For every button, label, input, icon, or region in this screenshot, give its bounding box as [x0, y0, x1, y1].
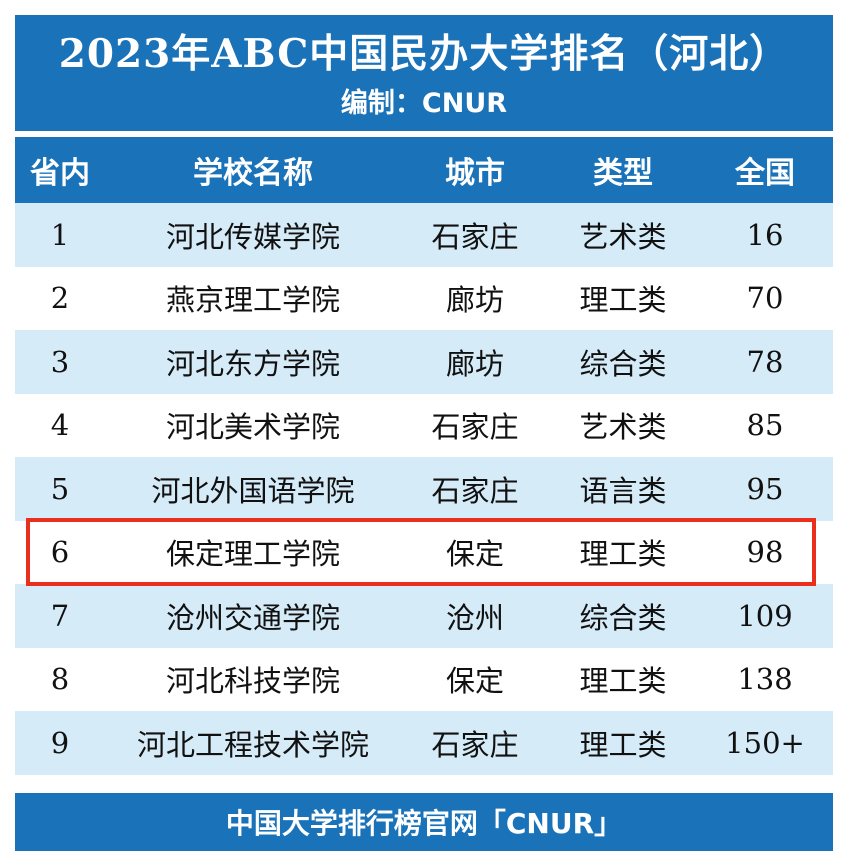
row-provincial-rank: 6 — [50, 535, 70, 570]
table-row: 4 河北美术学院 石家庄 艺术类 85 — [15, 393, 833, 457]
row-national-rank: 138 — [737, 662, 793, 697]
table-row: 1 河北传媒学院 石家庄 艺术类 16 — [15, 203, 833, 267]
row-type: 理工类 — [579, 283, 667, 318]
title-block: 2023年ABC中国民办大学排名（河北） 编制：CNUR — [15, 15, 833, 131]
row-national-rank: 95 — [746, 471, 784, 506]
row-national-rank: 16 — [746, 217, 784, 252]
table-row: 3 河北东方学院 廊坊 综合类 78 — [15, 330, 833, 394]
footer: 中国大学排行榜官网「CNUR」 — [15, 793, 833, 851]
row-school-name: 河北美术学院 — [165, 410, 340, 445]
row-city: 保定 — [445, 664, 504, 699]
row-provincial-rank: 1 — [50, 217, 70, 252]
row-school-name: 保定理工学院 — [165, 537, 340, 572]
header-school-name: 学校名称 — [193, 156, 313, 191]
header-national-rank: 全国 — [735, 156, 795, 191]
row-city: 石家庄 — [431, 219, 519, 254]
row-type: 语言类 — [579, 473, 667, 508]
row-school-name: 河北工程技术学院 — [136, 727, 369, 762]
highlight-box — [26, 518, 816, 586]
row-school-name: 燕京理工学院 — [165, 283, 340, 318]
row-type: 艺术类 — [579, 410, 667, 445]
table-row: 7 沧州交通学院 沧州 综合类 109 — [15, 584, 833, 648]
row-school-name: 河北外国语学院 — [151, 473, 355, 508]
row-national-rank: 98 — [746, 535, 784, 570]
row-provincial-rank: 2 — [50, 281, 70, 316]
row-provincial-rank: 8 — [50, 662, 70, 697]
row-city: 保定 — [445, 537, 504, 572]
row-type: 理工类 — [579, 727, 667, 762]
row-provincial-rank: 3 — [50, 344, 70, 379]
row-type: 理工类 — [579, 537, 667, 572]
table-row: 9 河北工程技术学院 石家庄 理工类 150+ — [15, 711, 833, 775]
ranking-table: 2023年ABC中国民办大学排名（河北） 编制：CNUR 省内 学校名称 城市 … — [15, 15, 833, 851]
row-provincial-rank: 4 — [50, 408, 70, 443]
row-national-rank: 109 — [737, 598, 793, 633]
header-type: 类型 — [593, 156, 653, 191]
header-city: 城市 — [445, 156, 505, 191]
row-type: 综合类 — [579, 346, 667, 381]
table-row: 6 保定理工学院 保定 理工类 98 — [15, 520, 833, 584]
row-national-rank: 85 — [746, 408, 784, 443]
row-provincial-rank: 5 — [50, 471, 70, 506]
row-city: 石家庄 — [431, 410, 519, 445]
row-school-name: 河北科技学院 — [165, 664, 340, 699]
row-school-name: 沧州交通学院 — [165, 600, 340, 635]
row-city: 石家庄 — [431, 473, 519, 508]
row-type: 艺术类 — [579, 219, 667, 254]
row-provincial-rank: 7 — [50, 598, 70, 633]
row-city: 廊坊 — [445, 346, 504, 381]
row-type: 综合类 — [579, 600, 667, 635]
table-header: 省内 学校名称 城市 类型 全国 — [15, 137, 833, 203]
page-subtitle: 编制：CNUR — [340, 88, 508, 119]
row-school-name: 河北传媒学院 — [165, 219, 340, 254]
row-national-rank: 150+ — [725, 725, 805, 760]
row-national-rank: 78 — [746, 344, 784, 379]
page-title: 2023年ABC中国民办大学排名（河北） — [58, 31, 790, 77]
table-row: 5 河北外国语学院 石家庄 语言类 95 — [15, 457, 833, 521]
row-school-name: 河北东方学院 — [165, 346, 340, 381]
row-city: 沧州 — [445, 600, 504, 635]
table-row: 2 燕京理工学院 廊坊 理工类 70 — [15, 266, 833, 330]
row-type: 理工类 — [579, 664, 667, 699]
row-provincial-rank: 9 — [50, 725, 70, 760]
table-row: 8 河北科技学院 保定 理工类 138 — [15, 647, 833, 711]
row-city: 廊坊 — [445, 283, 504, 318]
header-provincial-rank: 省内 — [30, 156, 90, 191]
row-national-rank: 70 — [746, 281, 784, 316]
row-city: 石家庄 — [431, 727, 519, 762]
